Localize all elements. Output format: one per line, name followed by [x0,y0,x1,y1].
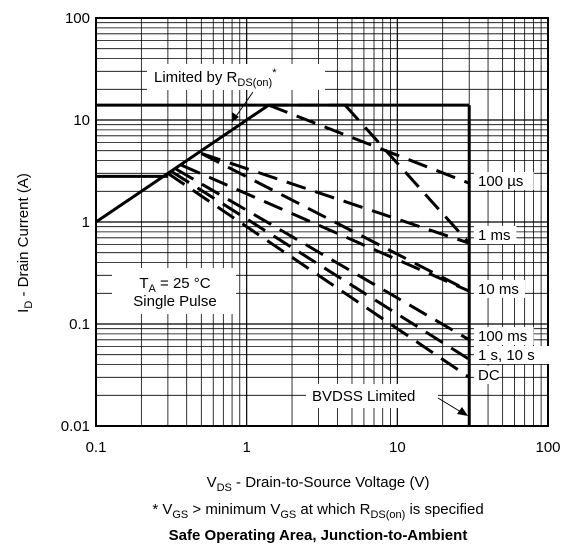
y-tick-label: 10 [73,112,90,129]
conditions-temp: TA = 25 °C [139,275,210,295]
x-tick-label: 100 [535,439,560,456]
x-tick-label: 0.1 [86,439,107,456]
series-label: 100 ms [478,328,527,345]
bvdss-annotation: BVDSS Limited [306,384,468,416]
series-label-bg [474,280,525,298]
y-tick-label: 100 [65,10,90,27]
footnote: * VGS > minimum VGS at which RDS(on) is … [152,501,483,521]
series-labels: 100 µs 1 ms 10 ms 100 ms 1 s, 10 s DC [474,172,560,384]
chart-title: Safe Operating Area, Junction-to-Ambient [169,527,468,544]
line-dashed-high-a [343,104,471,245]
bvdss-bg [306,384,438,408]
series-label-bg [474,226,517,244]
rds-limit-arrowhead [232,112,239,122]
y-tick-label: 0.1 [69,316,90,333]
curves [95,103,471,426]
series-line [181,163,470,293]
conditions-bg [112,268,236,314]
series-line [167,172,471,379]
series-label-bg [474,327,534,345]
series-label: DC [478,367,500,384]
series-label: 10 ms [478,281,519,298]
y-tick-label: 0.01 [61,418,90,435]
rds-limit-bg [147,64,325,90]
x-tick-label: 10 [389,439,406,456]
series-line [200,152,470,245]
series-line [175,167,470,342]
series-label-bg [474,346,560,364]
bvdss-label: BVDSS Limited [312,388,415,405]
series-line [268,103,470,185]
x-tick-labels: 0.1 1 10 100 [86,439,561,456]
series-line [171,170,471,361]
plot-frame [95,17,549,427]
bvdss-arrowhead [457,407,468,416]
series-label: 1 ms [478,227,511,244]
series-label-bg [474,172,534,190]
conditions-pulse: Single Pulse [133,293,216,310]
line-rds-limit-line [95,103,270,224]
series-label-bg [474,366,500,384]
series-label: 1 s, 10 s [478,347,535,364]
rds-limit-annotation: Limited by RDS(on)* [147,64,325,123]
y-tick-labels: 0.01 0.1 1 10 100 [61,10,90,435]
bvdss-arrow [437,397,462,413]
x-axis-label: VDS - Drain-to-Source Voltage (V) [207,474,430,494]
y-axis-label: ID - Drain Current (A) [15,173,35,313]
rds-limit-label: Limited by RDS(on)* [154,67,277,89]
line-dashed-high-b [200,152,470,293]
x-tick-label: 1 [242,439,250,456]
conditions-annotation: TA = 25 °C Single Pulse [112,268,236,314]
series-label: 100 µs [478,173,523,190]
y-tick-label: 1 [82,214,90,231]
